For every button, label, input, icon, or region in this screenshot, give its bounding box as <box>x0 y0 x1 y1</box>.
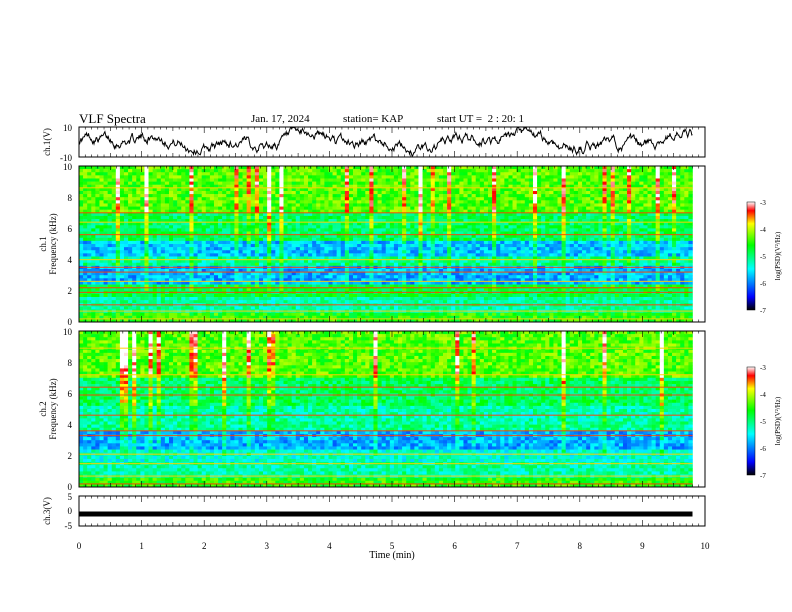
start-time-label: start UT = 2 : 20: 1 <box>437 113 524 125</box>
cb1-tick-5: -5 <box>760 253 766 261</box>
time-tick-label-5: 5 <box>390 541 395 551</box>
ch3-waveform-trace <box>79 511 693 517</box>
time-tick-label-6: 6 <box>452 541 457 551</box>
cb2-tick-7: -7 <box>760 472 766 480</box>
time-tick-marks <box>78 127 706 157</box>
cb2-tick-6: -6 <box>760 445 766 453</box>
cb1-tick-7: -7 <box>760 307 766 315</box>
time-tick-label-9: 9 <box>640 541 645 551</box>
ch3-ytick-bottom: -5 <box>65 521 73 531</box>
ch1-ytick-bottom: -10 <box>60 153 72 163</box>
ch2-ytick-10: 10 <box>63 327 73 337</box>
cb1-tick-4: -4 <box>760 226 766 234</box>
figure-title: VLF Spectra <box>79 111 146 126</box>
cb2-tick-5: -5 <box>760 418 766 426</box>
time-tick-label-10: 10 <box>701 541 711 551</box>
ch1-colorbar: -3 -4 -5 -6 -7 log(PSD)(V²/Hz) <box>746 199 782 315</box>
ch2-ytick-0: 0 <box>68 482 73 492</box>
ch2-spectrogram-panel: 10 8 6 4 2 0 ch.2 Frequency (kHz) <box>38 327 706 492</box>
ch1-ytick-2: 2 <box>68 286 73 296</box>
time-tick-label-7: 7 <box>515 541 520 551</box>
ch1-ytick-10: 10 <box>63 162 73 172</box>
cb1-label: log(PSD)(V²/Hz) <box>774 231 782 280</box>
time-axis-label: Time (min) <box>369 550 414 561</box>
time-tick-label-1: 1 <box>139 541 144 551</box>
time-tick-marks <box>78 496 706 526</box>
cb2-tick-3: -3 <box>760 364 766 372</box>
time-tick-marks <box>78 331 706 487</box>
ch1-spectrogram-heatmap <box>79 166 693 323</box>
date-label: Jan. 17, 2024 <box>251 113 310 125</box>
ch1-ytick-4: 4 <box>68 255 73 265</box>
ch1-ytick-6: 6 <box>68 224 73 234</box>
ch1-yaxis-label: ch.1(V) <box>42 128 52 156</box>
time-tick-label-2: 2 <box>202 541 207 551</box>
ch2-colorbar: -3 -4 -5 -6 -7 log(PSD)(V²/Hz) <box>746 364 782 480</box>
cb2-label: log(PSD)(V²/Hz) <box>774 396 782 445</box>
ch3-ytick-top: 5 <box>68 492 73 502</box>
time-tick-label-4: 4 <box>327 541 332 551</box>
ch2-yaxis-label-channel: ch.2 <box>38 401 48 416</box>
ch2-ytick-4: 4 <box>68 420 73 430</box>
time-tick-marks <box>78 166 706 322</box>
ch2-ytick-6: 6 <box>68 389 73 399</box>
station-label: station= KAP <box>343 113 404 125</box>
cb1-tick-3: -3 <box>760 199 766 207</box>
ch3-waveform-panel: 5 0 -5 ch.3(V) <box>42 492 706 531</box>
ch2-ytick-2: 2 <box>68 451 73 461</box>
ch1-yaxis-label-channel: ch.1 <box>38 236 48 251</box>
ch1-ytick-8: 8 <box>68 193 73 203</box>
ch2-yaxis-label-frequency: Frequency (kHz) <box>48 378 58 439</box>
time-tick-label-8: 8 <box>578 541 583 551</box>
ch3-yaxis-label: ch.3(V) <box>42 497 52 525</box>
ch3-ytick-mid: 0 <box>68 506 73 516</box>
cb2-tick-4: -4 <box>760 391 766 399</box>
ch1-waveform-trace <box>78 126 693 158</box>
time-axis: 0 1 2 3 4 5 6 7 8 9 10 Time (min) <box>77 541 710 561</box>
ch1-spectrogram-panel: 10 8 6 4 2 0 ch.1 Frequency (kHz) <box>38 162 706 327</box>
ch1-ytick-0: 0 <box>68 317 73 327</box>
time-tick-label-3: 3 <box>265 541 270 551</box>
ch2-spectrogram-heatmap <box>79 331 693 488</box>
ch1-yaxis-label-frequency: Frequency (kHz) <box>48 213 58 274</box>
time-tick-label-0: 0 <box>77 541 82 551</box>
ch1-ytick-top: 10 <box>63 123 73 133</box>
ch2-ytick-8: 8 <box>68 358 73 368</box>
cb1-tick-6: -6 <box>760 280 766 288</box>
ch1-waveform-panel: 10 -10 ch.1(V) <box>42 123 706 163</box>
